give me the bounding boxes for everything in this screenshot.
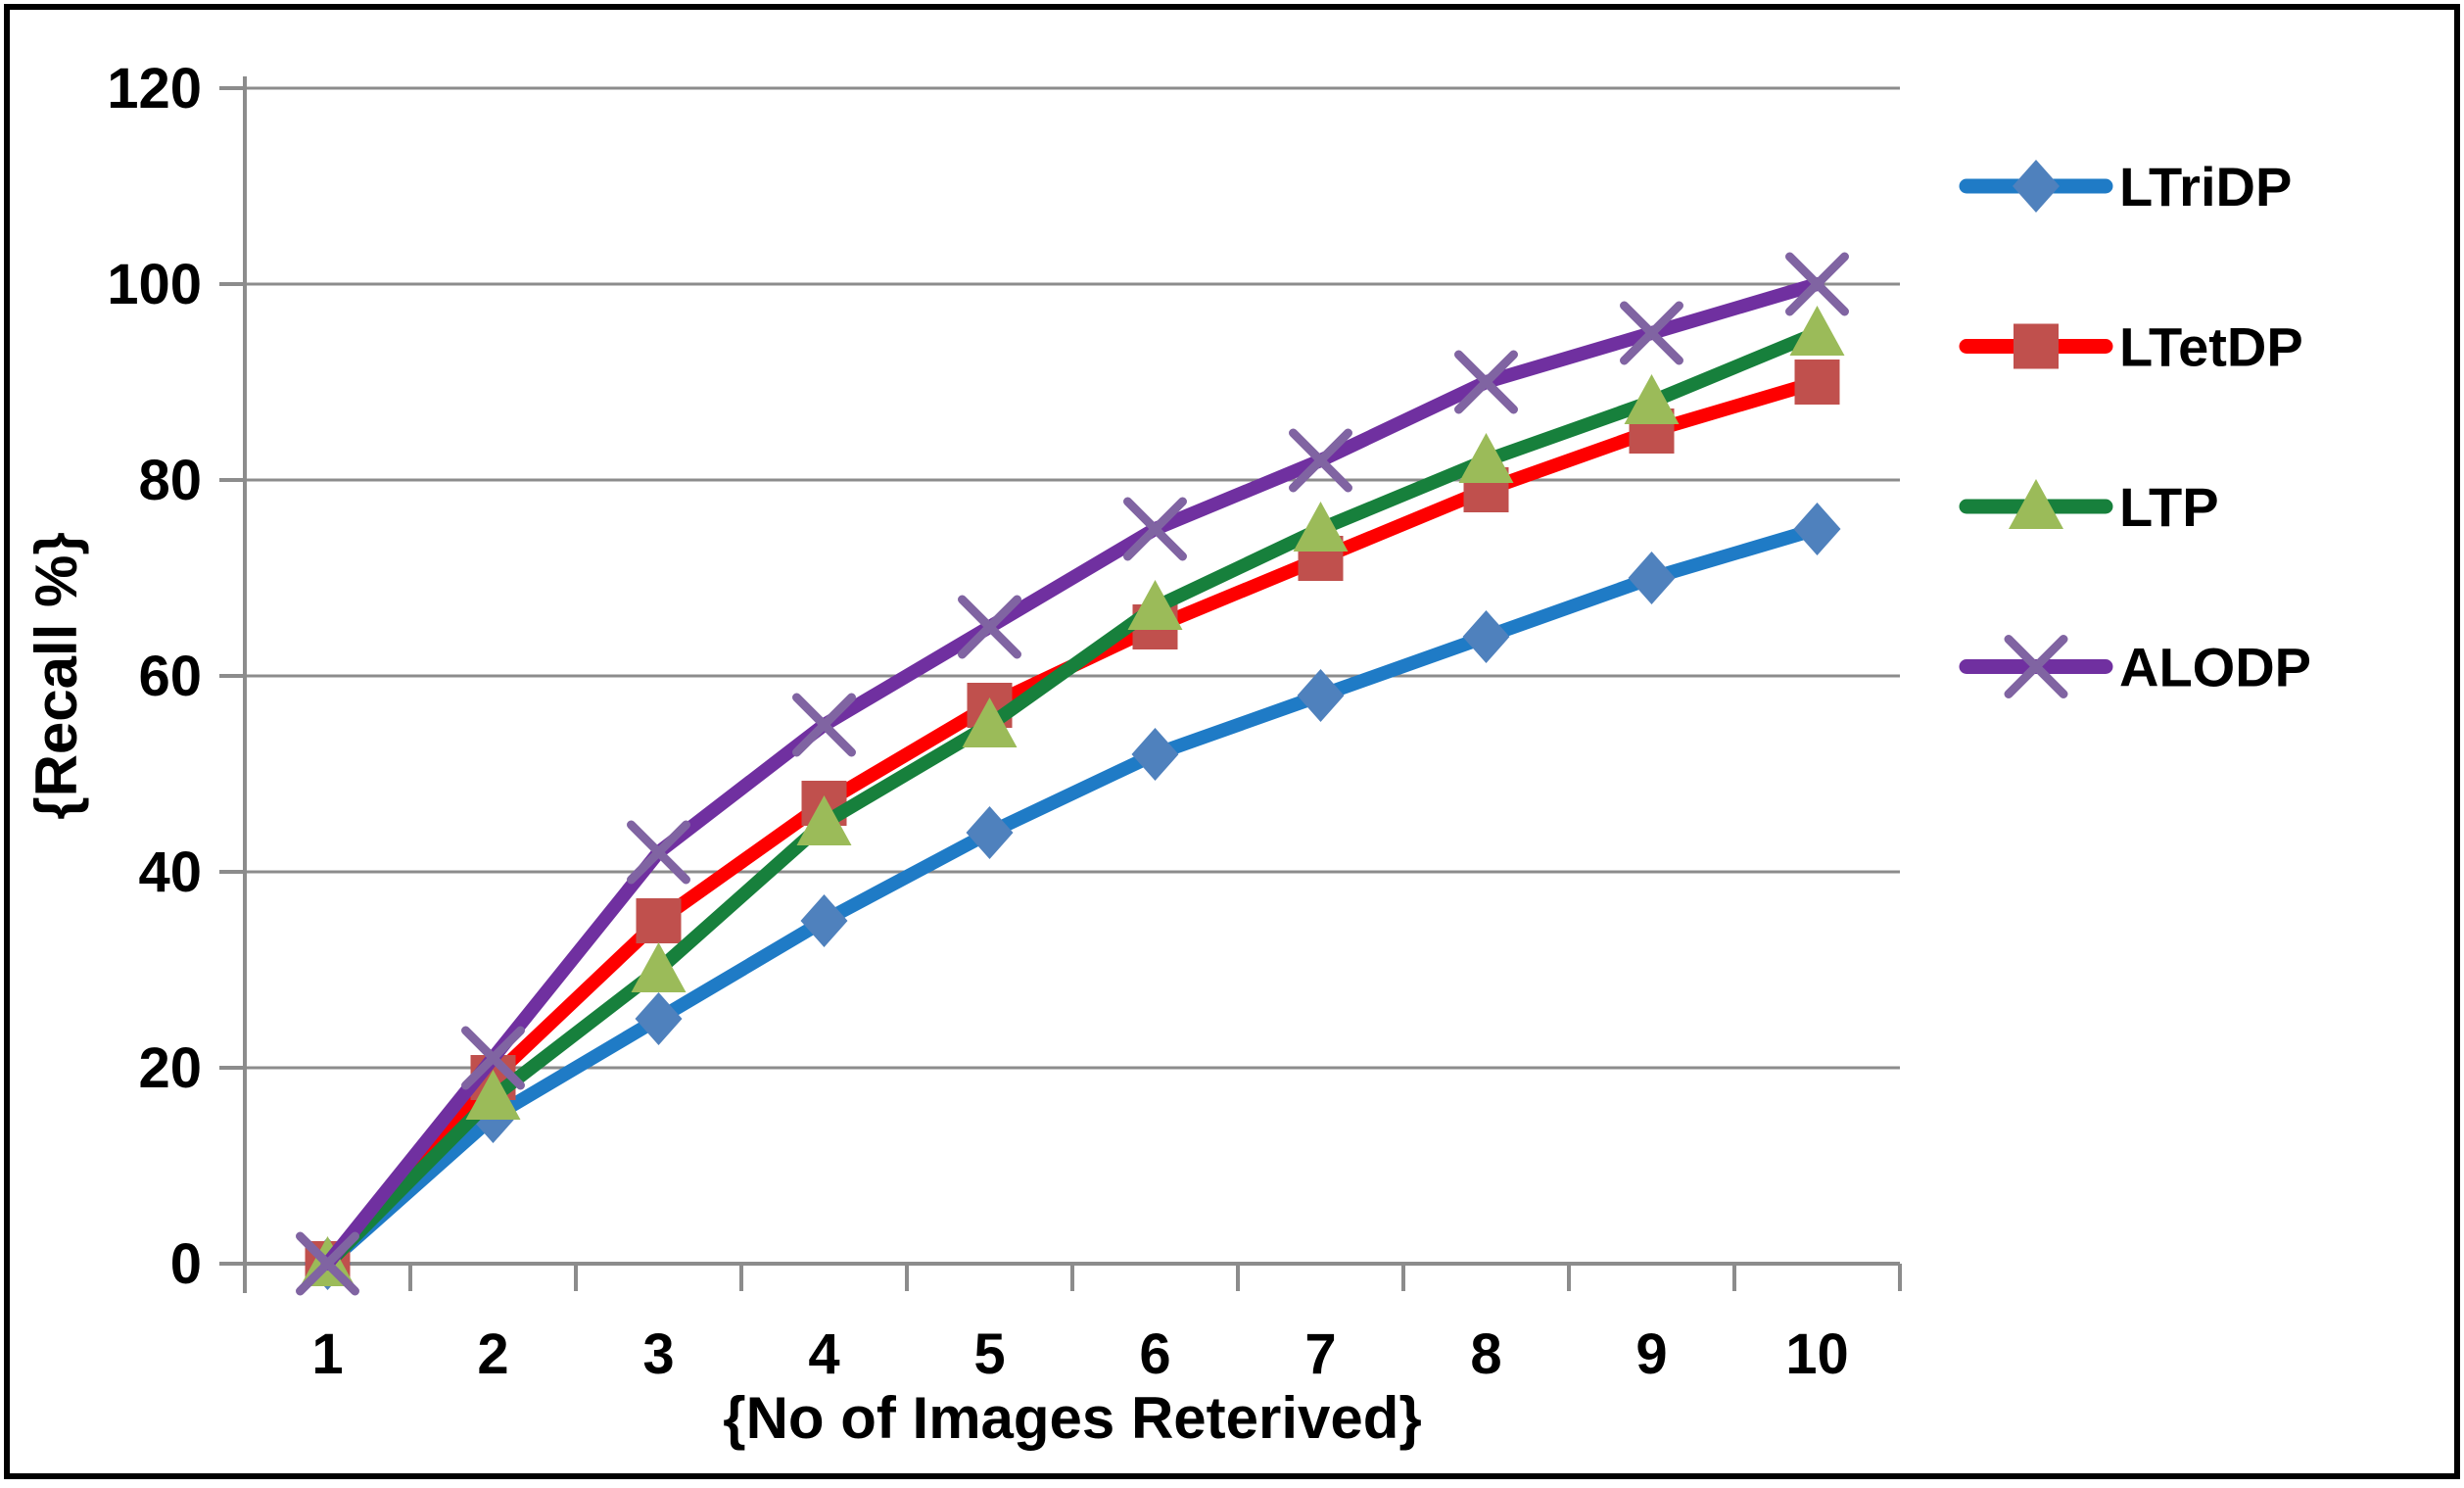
y-tick-label: 0 — [170, 1232, 202, 1296]
marker-LTriDP — [1462, 610, 1510, 663]
legend-marker-triangle-icon — [2009, 479, 2063, 529]
marker-LTriDP — [800, 894, 848, 947]
x-tick-label: 8 — [1470, 1322, 1501, 1386]
marker-LTriDP — [1628, 552, 1676, 604]
legend-item-ALODP: ALODP — [1959, 635, 2311, 698]
marker-ALODP — [958, 595, 1021, 659]
marker-ALODP — [461, 1026, 525, 1090]
x-tick-label: 7 — [1304, 1322, 1336, 1386]
marker-LTP — [631, 942, 687, 992]
x-tick-label: 5 — [973, 1322, 1005, 1386]
axes — [219, 76, 1902, 1293]
marker-LTriDP — [966, 806, 1014, 859]
legend-item-LTetDP: LTetDP — [1959, 316, 2303, 378]
y-tick-label: 100 — [107, 253, 202, 316]
x-tick-label: 2 — [477, 1322, 508, 1386]
marker-LTP — [796, 795, 852, 845]
marker-ALODP — [1289, 428, 1352, 493]
x-tick-label: 6 — [1139, 1322, 1170, 1386]
legend-marker-x-icon — [2004, 635, 2068, 698]
legend-marker-square-icon — [2014, 323, 2059, 369]
series-line-LTetDP — [320, 375, 1824, 1271]
marker-LTriDP — [1793, 503, 1841, 555]
marker-ALODP — [1785, 252, 1849, 316]
marker-LTP — [1293, 502, 1349, 552]
legend-label-ALODP: ALODP — [2119, 637, 2311, 698]
gridlines — [245, 86, 1900, 1070]
marker-ALODP — [627, 820, 690, 885]
series-line-ALODP — [320, 277, 1824, 1271]
x-tick-label: 4 — [808, 1322, 839, 1386]
marker-LTriDP — [1131, 728, 1179, 781]
y-tick-label: 120 — [107, 57, 202, 120]
marker-ALODP — [1123, 497, 1187, 561]
marker-ALODP — [792, 693, 856, 757]
marker-LTP — [465, 1070, 521, 1120]
legend-label-LTP: LTP — [2119, 476, 2219, 538]
marker-LTP — [1127, 580, 1183, 630]
legend: LTriDP LTetDP LTP ALODP — [1959, 156, 2311, 698]
series-ALODP — [296, 252, 1849, 1296]
legend-label-LTriDP: LTriDP — [2119, 156, 2292, 217]
legend-marker-diamond-icon — [2013, 160, 2060, 213]
y-axis-title: {Recall %} — [24, 532, 89, 820]
marker-ALODP — [1620, 301, 1683, 365]
legend-item-LTriDP: LTriDP — [1959, 156, 2292, 217]
marker-LTP — [1789, 306, 1845, 356]
marker-LTP — [1458, 433, 1514, 483]
y-tick-label: 20 — [138, 1036, 202, 1100]
x-tick-labels: 1 2 3 4 5 6 7 8 9 10 — [311, 1322, 1848, 1386]
x-axis-title: {No of Images Reterived} — [723, 1385, 1422, 1451]
y-tick-labels: 0 20 40 60 80 100 120 — [107, 57, 202, 1296]
y-tick-label: 80 — [138, 449, 202, 512]
y-tick-label: 60 — [138, 645, 202, 708]
x-tick-label: 10 — [1785, 1322, 1849, 1386]
x-tick-label: 3 — [642, 1322, 674, 1386]
x-tick-label: 1 — [311, 1322, 343, 1386]
series-line-LTriDP — [320, 522, 1824, 1271]
marker-LTP — [1624, 374, 1680, 424]
marker-LTriDP — [1297, 669, 1345, 722]
legend-label-LTetDP: LTetDP — [2119, 316, 2303, 378]
series-LTriDP — [304, 503, 1841, 1290]
marker-ALODP — [1454, 350, 1518, 414]
marker-LTetDP — [636, 898, 682, 943]
series-line-LTP — [320, 326, 1824, 1271]
marker-LTetDP — [1794, 360, 1840, 405]
marker-LTriDP — [635, 992, 683, 1045]
marker-ALODP — [296, 1231, 359, 1296]
series-LTetDP — [305, 360, 1840, 1286]
legend-item-LTP: LTP — [1959, 476, 2219, 538]
y-tick-label: 40 — [138, 840, 202, 904]
figure-border — [4, 4, 2460, 1479]
data-series — [296, 252, 1849, 1296]
x-tick-label: 9 — [1635, 1322, 1667, 1386]
marker-LTP — [962, 697, 1018, 747]
